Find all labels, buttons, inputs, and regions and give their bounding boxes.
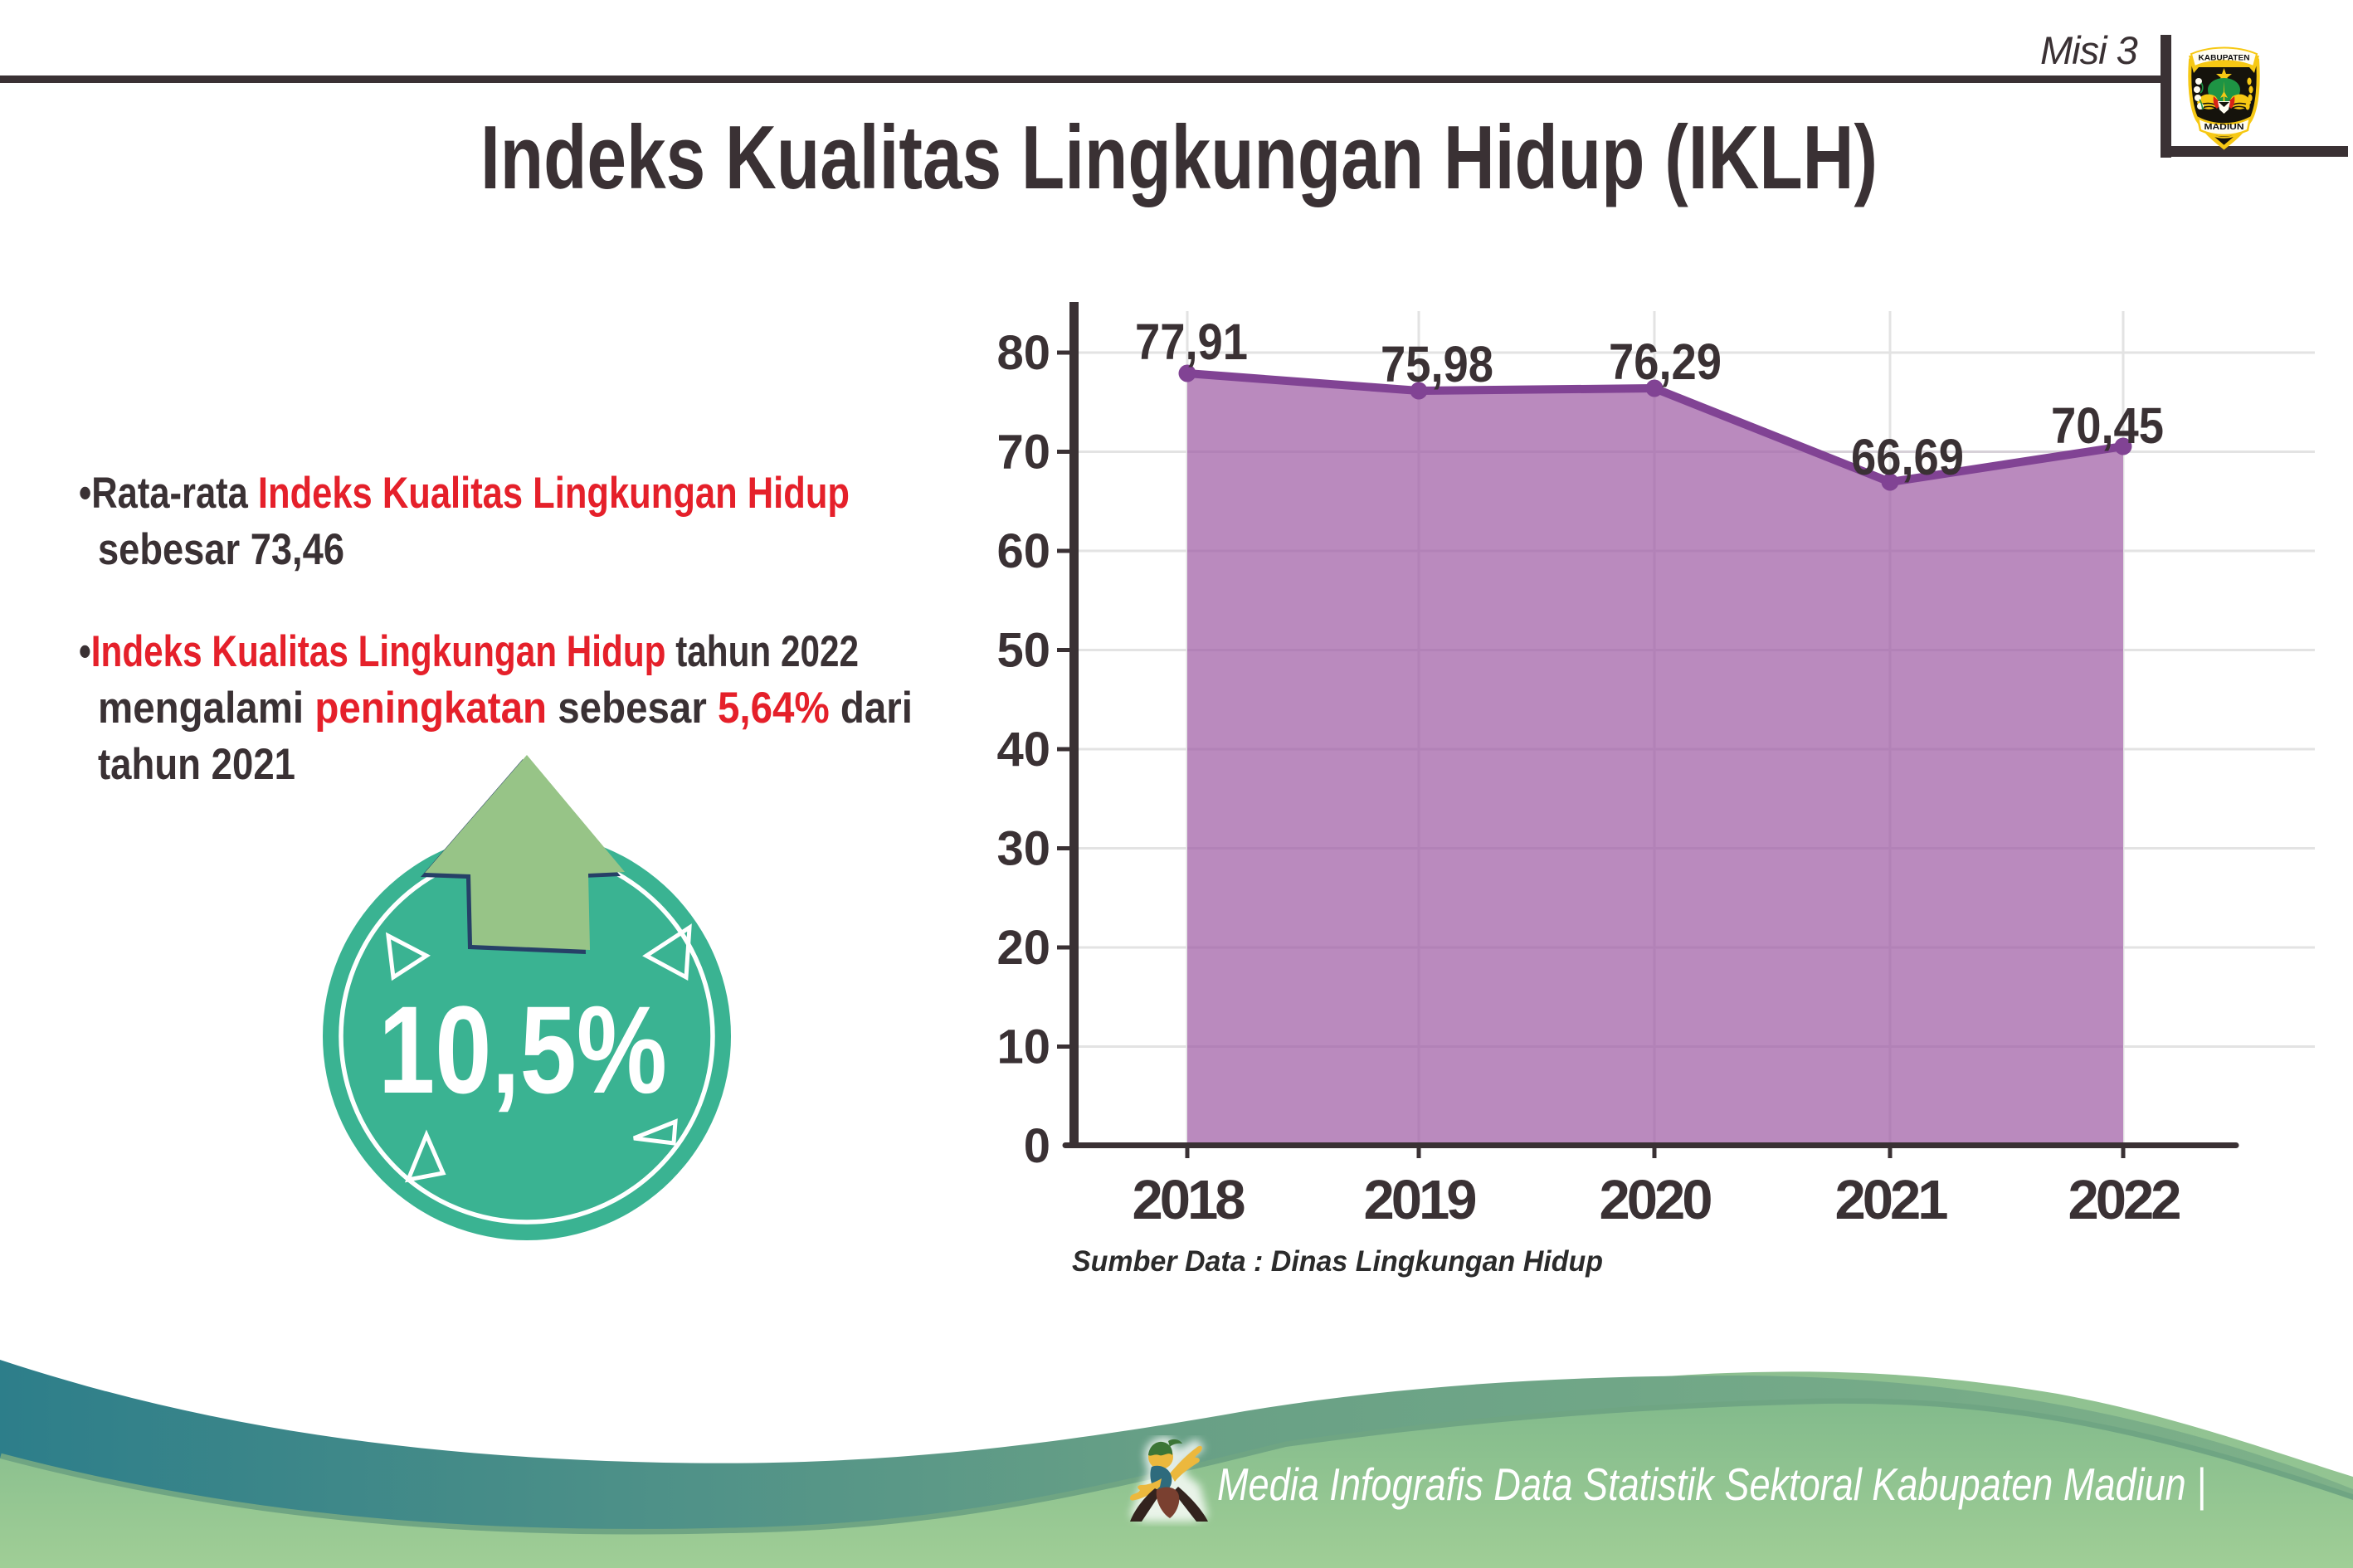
svg-text:30: 30 bbox=[996, 822, 1050, 876]
svg-text:0: 0 bbox=[1024, 1119, 1050, 1173]
svg-text:10,5%: 10,5% bbox=[378, 980, 667, 1119]
svg-text:77,91: 77,91 bbox=[1135, 314, 1248, 370]
svg-text:MADIUN: MADIUN bbox=[2204, 123, 2244, 132]
svg-text:mengalami peningkatan sebesar: mengalami peningkatan sebesar 5,64% dari bbox=[98, 684, 913, 733]
svg-text:80: 80 bbox=[996, 326, 1050, 380]
svg-text:Sumber Data : Dinas Lingkungan: Sumber Data : Dinas Lingkungan Hidup bbox=[1072, 1245, 1603, 1278]
svg-text:•Indeks Kualitas Lingkungan Hi: •Indeks Kualitas Lingkungan Hidup tahun … bbox=[79, 627, 859, 676]
svg-text:50: 50 bbox=[996, 624, 1050, 678]
svg-text:Misi 3: Misi 3 bbox=[2040, 28, 2138, 72]
svg-text:tahun 2021: tahun 2021 bbox=[98, 740, 295, 789]
svg-text:40: 40 bbox=[996, 723, 1050, 777]
svg-text:70,45: 70,45 bbox=[2051, 397, 2164, 454]
svg-text:2019: 2019 bbox=[1363, 1169, 1475, 1231]
svg-text:10: 10 bbox=[996, 1020, 1050, 1074]
svg-text:Media Infografis Data Statisti: Media Infografis Data Statistik Sektoral… bbox=[1217, 1458, 2206, 1511]
svg-text:2020: 2020 bbox=[1599, 1169, 1711, 1231]
svg-text:sebesar 73,46: sebesar 73,46 bbox=[98, 525, 344, 574]
svg-text:70: 70 bbox=[996, 426, 1050, 480]
svg-text:60: 60 bbox=[996, 524, 1050, 578]
svg-text:2021: 2021 bbox=[1834, 1169, 1947, 1231]
svg-text:20: 20 bbox=[996, 921, 1050, 975]
svg-text:75,98: 75,98 bbox=[1381, 336, 1493, 392]
svg-text:2018: 2018 bbox=[1132, 1169, 1245, 1231]
svg-text:Indeks Kualitas Lingkungan Hid: Indeks Kualitas Lingkungan Hidup (IKLH) bbox=[480, 107, 1878, 208]
svg-text:76,29: 76,29 bbox=[1609, 334, 1722, 390]
svg-text:66,69: 66,69 bbox=[1851, 429, 1964, 485]
svg-text:2022: 2022 bbox=[2068, 1169, 2180, 1231]
svg-text:•Rata-rata Indeks Kualitas Lin: •Rata-rata Indeks Kualitas Lingkungan Hi… bbox=[79, 469, 850, 518]
svg-text:KABUPATEN: KABUPATEN bbox=[2199, 54, 2250, 62]
